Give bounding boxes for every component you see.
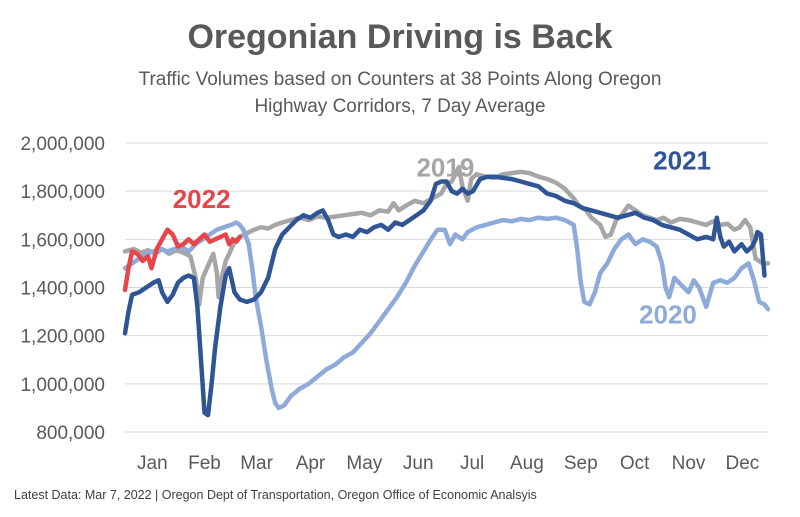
series-label-2020: 2020	[639, 300, 697, 330]
y-tick-label: 800,000	[36, 423, 105, 444]
x-tick-label: May	[346, 453, 382, 474]
x-tick-label: Nov	[672, 453, 706, 474]
y-tick-label: 2,000,000	[20, 134, 105, 155]
series-labels: 2019 2020 2021 2022	[173, 145, 711, 329]
y-tick-label: 1,000,000	[20, 375, 105, 396]
y-axis: 2,000,000 1,800,000 1,600,000 1,400,000 1,20…	[20, 134, 105, 444]
y-tick-label: 1,600,000	[20, 230, 105, 251]
series-line-2021	[122, 174, 767, 418]
chart-subtitle: Traffic Volumes based on Counters at 38 …	[0, 66, 800, 120]
y-tick-label: 1,400,000	[20, 279, 105, 300]
y-tick-label: 1,800,000	[20, 182, 105, 203]
x-tick-label: Dec	[725, 453, 759, 474]
subtitle-line-2: Highway Corridors, 7 Day Average	[254, 96, 546, 117]
x-tick-label: Jul	[460, 453, 484, 474]
x-axis: Jan Feb Mar Apr May Jun Jul Aug Sep Oct Nov Dec	[137, 453, 759, 474]
x-tick-label: Feb	[188, 453, 221, 474]
x-tick-label: Oct	[620, 453, 650, 474]
x-tick-label: Jan	[137, 453, 168, 474]
series-lines	[122, 164, 771, 418]
source-note: Latest Data: Mar 7, 2022 | Oregon Dept o…	[14, 488, 537, 502]
series-line-2022	[122, 227, 243, 293]
series-label-2022: 2022	[173, 184, 231, 214]
series-label-2019: 2019	[416, 153, 474, 183]
subtitle-line-1: Traffic Volumes based on Counters at 38 …	[138, 69, 662, 90]
x-tick-label: Sep	[564, 453, 598, 474]
x-tick-label: Aug	[510, 453, 544, 474]
x-tick-label: Jun	[403, 453, 434, 474]
series-line-2020	[122, 215, 771, 411]
x-tick-label: Mar	[240, 453, 273, 474]
series-label-2021: 2021	[653, 145, 711, 175]
chart-title: Oregonian Driving is Back	[187, 18, 613, 56]
y-tick-label: 1,200,000	[20, 327, 105, 348]
x-tick-label: Apr	[296, 453, 326, 474]
